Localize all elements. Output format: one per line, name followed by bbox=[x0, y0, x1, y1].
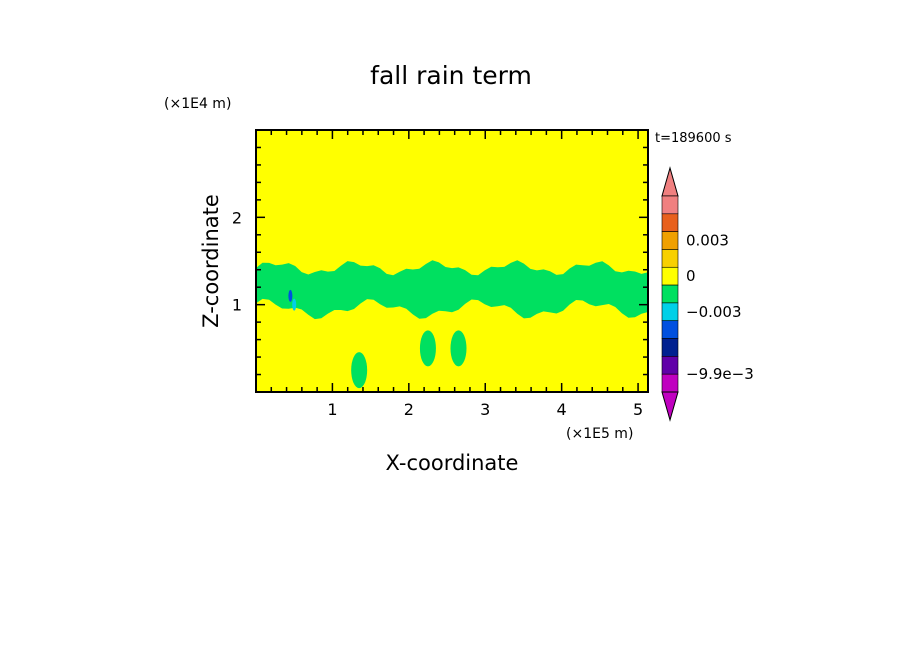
colorbar-level bbox=[661, 356, 679, 375]
x-tick-label: 3 bbox=[480, 400, 490, 419]
field-blob-4 bbox=[419, 330, 436, 367]
colorbar-level bbox=[661, 213, 679, 232]
colorbar-tick-label: 0 bbox=[686, 267, 696, 285]
colorbar-level bbox=[661, 373, 679, 393]
plot-frame bbox=[255, 129, 649, 393]
y-axis-label: Z-coordinate bbox=[199, 194, 223, 328]
colorbar-tick-label: −0.003 bbox=[686, 303, 742, 321]
colorbar-level bbox=[661, 266, 679, 286]
chart-title: fall rain term bbox=[370, 61, 532, 90]
colorbar-level bbox=[661, 195, 679, 215]
axes: 1 2 3 4 5 1 2 bbox=[232, 129, 649, 419]
field-blob-2 bbox=[292, 298, 297, 311]
colorbar: 0.003 0 −0.003 −9.9e−3 bbox=[661, 166, 754, 422]
y-unit-label: (×1E4 m) bbox=[164, 96, 231, 112]
colorbar-level bbox=[661, 284, 679, 304]
field-blob-1 bbox=[288, 289, 293, 302]
colorbar-tick-label: 0.003 bbox=[686, 232, 729, 250]
x-tick-label: 1 bbox=[327, 400, 337, 419]
colorbar-level bbox=[661, 338, 679, 357]
colorbar-extend-top bbox=[661, 166, 679, 197]
colorbar-level bbox=[661, 302, 679, 322]
x-unit-label: (×1E5 m) bbox=[566, 426, 633, 442]
colorbar-level bbox=[661, 231, 679, 250]
colorbar-tick-label: −9.9e−3 bbox=[686, 365, 754, 383]
x-axis-label: X-coordinate bbox=[386, 451, 519, 475]
colorbar-level bbox=[661, 320, 679, 339]
time-label: t=189600 s bbox=[655, 131, 732, 146]
y-tick-label: 1 bbox=[232, 296, 242, 315]
colorbar-extend-bottom bbox=[661, 391, 679, 422]
contour-field bbox=[256, 260, 648, 389]
precip-band bbox=[256, 260, 648, 320]
x-tick-label: 2 bbox=[404, 400, 414, 419]
x-tick-label: 4 bbox=[557, 400, 567, 419]
x-tick-label: 5 bbox=[633, 400, 643, 419]
field-blob-3 bbox=[450, 330, 467, 367]
field-blob-5 bbox=[351, 352, 368, 389]
colorbar-level bbox=[661, 249, 679, 268]
y-tick-label: 2 bbox=[232, 208, 242, 227]
